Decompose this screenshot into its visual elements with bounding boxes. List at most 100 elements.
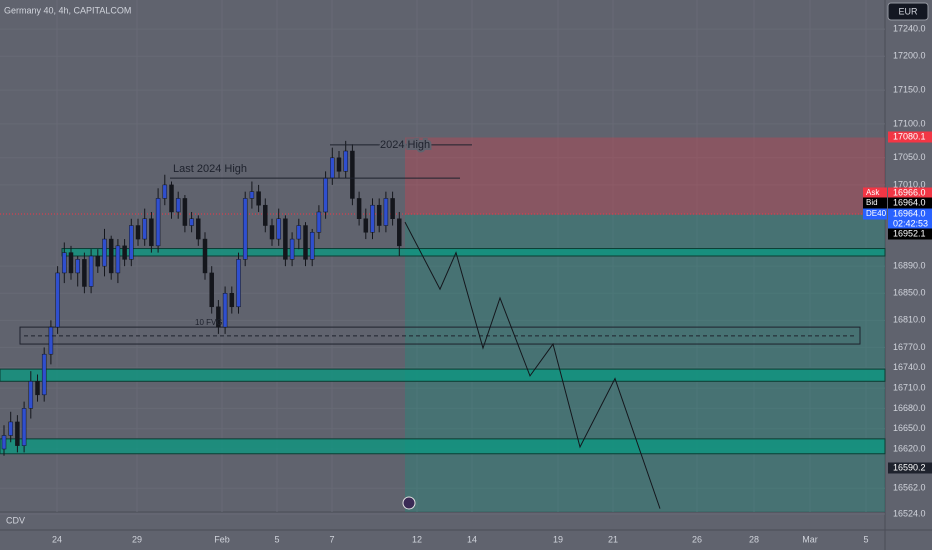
candle-body [115,245,121,274]
x-tick-label: 5 [863,534,868,544]
candle-body [276,218,281,240]
x-tick-label: 26 [692,534,702,544]
candle-body [75,259,80,274]
currency-button[interactable] [887,2,929,21]
chart-title: Germany 40, 4h, CAPITALCOM [4,5,131,15]
y-tick-label: 17010.0 [893,179,926,189]
y-tick-label: 16710.0 [893,382,926,392]
price-badge [888,208,932,220]
y-tick-label: 16524.0 [893,508,926,518]
x-tick-label: 7 [329,534,334,544]
y-tick-label: 16850.0 [893,288,926,298]
candle-body [397,218,402,247]
candle-body [216,306,221,328]
stop-zone [405,137,885,215]
demand-zone [61,248,886,257]
candle-body [129,225,134,260]
price-badge-tag-label: Bid [866,198,878,207]
y-tick-label: 17240.0 [893,23,926,33]
candle-body [142,218,147,240]
candle-body [35,381,40,396]
candle-body [356,198,362,220]
y-tick-label: 16740.0 [893,362,926,372]
y-tick-label: 16562.0 [893,483,926,493]
candle-body [169,184,174,213]
currency-label[interactable]: EUR [898,6,918,16]
candle-body [323,177,328,213]
candle-body [82,259,87,287]
x-tick-label: 21 [608,534,618,544]
candle-body [242,198,248,260]
y-tick-label: 17150.0 [893,84,926,94]
x-tick-label: 29 [132,534,142,544]
x-tick-label: 14 [467,534,477,544]
candle-body [363,218,369,233]
y-tick-label: 17050.0 [893,152,926,162]
candle-body [102,238,107,267]
x-tick-label: 19 [553,534,563,544]
x-tick-label: 12 [412,534,422,544]
candle-body [330,157,335,179]
x-tick-label: 24 [52,534,62,544]
candle-body [350,150,355,199]
x-tick-label: 28 [749,534,759,544]
candle-body [376,204,382,226]
high-label: 2024 High [380,139,430,151]
price-badge-value: 16964.0 [893,197,926,207]
price-badge-value: 16966.0 [893,187,926,197]
price-badge-tag-label: Ask [866,188,880,197]
event-icon[interactable] [402,496,416,510]
candle-body [370,204,375,233]
x-tick-label: Mar [802,534,818,544]
candle-body [162,184,168,199]
candle-body [48,326,54,355]
candle-body [15,421,20,446]
candle-body [202,238,208,274]
candle-body [8,421,13,436]
candle-body [41,353,47,396]
candle-body [343,150,348,172]
candle-body [263,204,268,226]
price-badge [888,228,932,240]
candle-body [303,225,308,260]
y-tick-label: 17200.0 [893,51,926,61]
y-tick-label: 16890.0 [893,261,926,271]
y-tick-label: 17100.0 [893,118,926,128]
candle-body [236,259,241,308]
candle-body [88,255,94,287]
price-badge [888,187,932,199]
candle-body [68,252,74,274]
price-badge-value: 02:42:53 [893,218,928,228]
fvg-label: 10 FVG [195,318,223,327]
candle-body [135,225,141,240]
candle-body [21,408,27,446]
candle-body [249,191,255,199]
candle-body [108,238,114,274]
candle-body [283,218,288,260]
candle-body [196,218,201,240]
indicator-label: CDV [6,515,25,525]
price-badge [888,218,932,230]
candle-body [122,245,127,260]
candle-body [175,198,181,213]
y-tick-label: 16810.0 [893,315,926,325]
candle-body [149,218,154,247]
price-badge [888,131,932,143]
demand-zone [0,438,886,455]
candle-body [222,292,228,328]
price-badge-value: 17080.1 [893,131,926,141]
candle-body [62,252,67,274]
candle-body [28,381,34,409]
price-badge-tag [863,187,887,199]
candle-body [209,272,214,308]
price-badge-tag-label: DE40 [866,209,887,218]
candle-body [296,225,302,240]
candle-body [309,232,315,260]
price-badge-tag [863,208,887,220]
candle-body [383,198,389,226]
price-badge-value: 16590.2 [893,462,926,472]
candle-body [1,435,7,450]
